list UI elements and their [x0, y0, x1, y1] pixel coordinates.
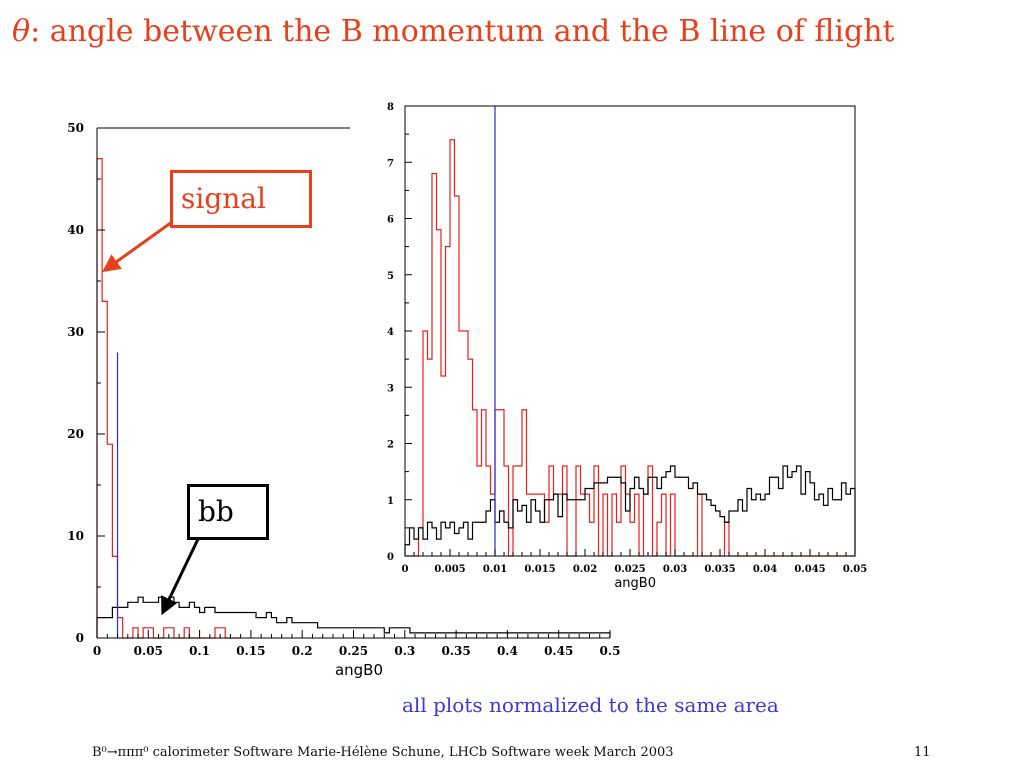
- y-tick-label: 7: [387, 158, 394, 169]
- y-tick-label: 4: [387, 327, 394, 338]
- x-tick-label: 0.1: [189, 644, 210, 658]
- x-tick-label: 0.04: [753, 564, 777, 575]
- x-tick-label: 0.35: [441, 644, 470, 658]
- x-tick-label: 0.02: [573, 564, 597, 575]
- x-tick-label: 0.3: [394, 644, 415, 658]
- y-tick-label: 10: [67, 529, 84, 543]
- plot-background: [405, 106, 855, 556]
- series-signal: [96, 158, 241, 639]
- y-tick-label: 0: [387, 552, 394, 563]
- x-tick-label: 0.01: [483, 564, 507, 575]
- x-tick-label: 0.025: [614, 564, 645, 575]
- x-tick-label: 0.2: [292, 644, 313, 658]
- bb-arrow: [161, 536, 201, 616]
- y-tick-label: 0: [76, 631, 84, 645]
- x-axis-title: angB0: [614, 576, 656, 591]
- y-tick-label: 8: [387, 102, 394, 113]
- full-range-histogram: 0 0.05 0.1 0.15 0.2 0.25 0.3 0.35 0.4 0.45 0.50102…: [67, 121, 620, 679]
- x-tick-label: 0.5: [600, 644, 621, 658]
- x-axis-title: angB0: [335, 661, 383, 679]
- zoomed-histogram-inset: 0 0.005 0.01 0.015 0.02 0.025 0.03 0.035 0.04 0.0…: [387, 102, 867, 591]
- y-tick-label: 30: [67, 325, 84, 339]
- y-tick-label: 3: [387, 383, 394, 394]
- signal-callout: signal: [170, 170, 312, 228]
- y-tick-label: 40: [67, 223, 84, 237]
- slide-title: θ: angle between the B momentum and the …: [12, 14, 895, 49]
- y-tick-label: 20: [67, 427, 84, 441]
- slide-footer: B⁰→πππ⁰ calorimeter Software Marie-Hélèn…: [92, 745, 674, 760]
- x-tick-label: 0.045: [794, 564, 825, 575]
- x-tick-label: 0.015: [524, 564, 555, 575]
- series-bb: [404, 465, 856, 556]
- normalization-note: all plots normalized to the same area: [402, 693, 779, 717]
- x-tick-label: 0.03: [663, 564, 687, 575]
- x-tick-label: 0.15: [236, 644, 265, 658]
- y-tick-label: 2: [387, 440, 394, 451]
- x-tick-label: 0.035: [704, 564, 735, 575]
- x-tick-label: 0.4: [497, 644, 518, 658]
- x-tick-label: 0.45: [544, 644, 573, 658]
- title-text: : angle between the B momentum and the B…: [30, 14, 895, 49]
- x-tick-label: 0: [402, 564, 409, 575]
- x-tick-label: 0.005: [434, 564, 465, 575]
- title-theta-symbol: θ: [12, 14, 31, 49]
- y-tick-label: 1: [387, 496, 394, 507]
- x-tick-label: 0.05: [134, 644, 163, 658]
- bb-callout: bb: [187, 484, 269, 540]
- x-tick-label: 0.25: [339, 644, 368, 658]
- callout-arrows: [102, 220, 201, 616]
- y-tick-label: 5: [387, 271, 394, 282]
- signal-arrow: [102, 220, 173, 273]
- x-tick-label: 0.05: [843, 564, 867, 575]
- x-tick-label: 0: [93, 644, 101, 658]
- y-tick-label: 6: [387, 215, 394, 226]
- page-number: 11: [914, 745, 931, 760]
- y-tick-label: 50: [67, 121, 84, 135]
